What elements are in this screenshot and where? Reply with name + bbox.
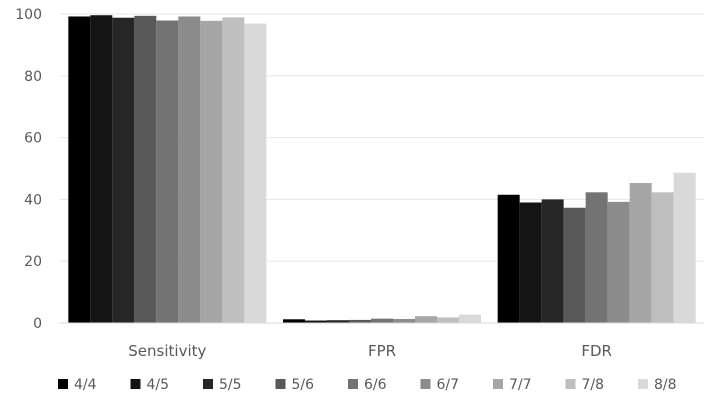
- legend-swatch: [638, 379, 648, 389]
- legend-swatch: [420, 379, 431, 389]
- bar-4/4-FPR: [283, 319, 305, 323]
- legend-label: 6/7: [437, 377, 460, 393]
- bar-7/7-Sensitivity: [200, 20, 223, 323]
- legend-label: 7/8: [582, 377, 605, 393]
- y-tick-label: 80: [24, 69, 42, 85]
- bar-7/8-FPR: [437, 317, 459, 323]
- bar-4/4-Sensitivity: [68, 16, 91, 324]
- bars: [68, 15, 696, 324]
- category-labels: Sensitivity FPR FDR: [128, 342, 612, 360]
- bar-4/4-FDR: [497, 194, 520, 323]
- bar-4/5-FDR: [519, 202, 542, 323]
- legend-swatch: [348, 379, 358, 389]
- bar-6/7-FPR: [393, 318, 415, 323]
- bar-4/5-FPR: [305, 320, 327, 323]
- bar-7/8-FDR: [651, 192, 674, 323]
- legend-swatch: [565, 379, 576, 389]
- legend-label: 5/5: [219, 377, 242, 393]
- legend-label: 8/8: [654, 377, 677, 393]
- category-label: Sensitivity: [128, 342, 206, 360]
- y-axis-ticks: 0 20 40 60 80 100: [15, 7, 42, 332]
- bar-8/8-FDR: [673, 172, 696, 323]
- category-label: FPR: [368, 342, 396, 360]
- legend-label: 5/6: [292, 377, 315, 393]
- bar-8/8-FPR: [459, 314, 481, 323]
- bar-6/6-FPR: [371, 318, 393, 323]
- bar-6/6-Sensitivity: [156, 20, 179, 323]
- bar-4/5-Sensitivity: [90, 15, 113, 324]
- legend-swatch: [493, 379, 503, 389]
- bar-6/7-FDR: [607, 201, 630, 323]
- bar-6/6-FDR: [585, 192, 608, 323]
- bar-5/6-Sensitivity: [134, 15, 157, 323]
- legend-swatch: [130, 379, 141, 389]
- legend-label: 7/7: [509, 377, 532, 393]
- legend-label: 4/5: [147, 377, 170, 393]
- y-tick-label: 20: [24, 254, 42, 270]
- y-tick-label: 100: [15, 7, 42, 23]
- bar-8/8-Sensitivity: [244, 23, 267, 323]
- bar-7/8-Sensitivity: [222, 17, 245, 324]
- bar-5/6-FPR: [349, 319, 371, 323]
- legend-swatch: [275, 379, 286, 389]
- category-label: FDR: [581, 342, 612, 360]
- bar-5/5-Sensitivity: [112, 17, 135, 323]
- bar-7/7-FPR: [415, 316, 437, 323]
- bar-7/7-FDR: [629, 183, 652, 323]
- legend-label: 6/6: [364, 377, 387, 393]
- y-tick-label: 40: [24, 192, 42, 208]
- bar-5/5-FPR: [327, 320, 349, 323]
- bar-6/7-Sensitivity: [178, 16, 201, 324]
- y-tick-label: 0: [33, 316, 42, 332]
- legend-label: 4/4: [74, 377, 97, 393]
- legend: 4/4 4/5 5/5 5/6 6/6 6/7 7/7 7/8 8/8: [58, 377, 677, 393]
- bar-5/6-FDR: [563, 207, 586, 323]
- y-tick-label: 60: [24, 131, 42, 147]
- bar-5/5-FDR: [541, 199, 564, 323]
- legend-swatch: [203, 379, 213, 389]
- legend-swatch: [58, 379, 68, 389]
